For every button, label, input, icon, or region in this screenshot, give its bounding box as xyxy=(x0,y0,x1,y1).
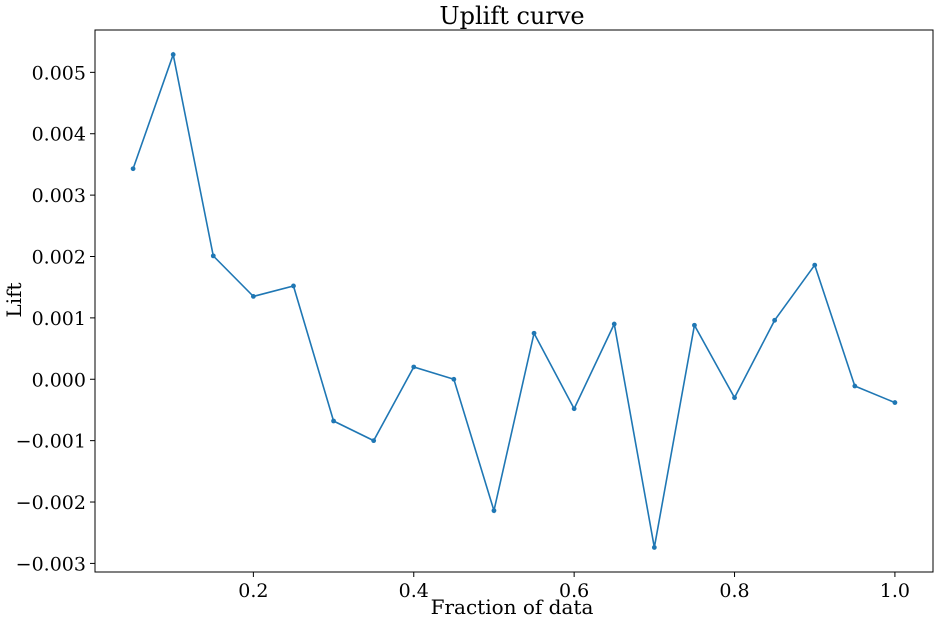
data-point xyxy=(291,283,296,289)
chart-title: Uplift curve xyxy=(439,2,584,30)
y-tick-label: 0.002 xyxy=(32,246,86,268)
x-tick-label: 0.8 xyxy=(719,580,749,602)
y-tick-label: 0.005 xyxy=(32,62,86,84)
data-point xyxy=(531,330,537,336)
y-tick-label: 0.003 xyxy=(32,185,86,207)
y-axis-label: Lift xyxy=(2,282,26,317)
data-point xyxy=(170,52,176,57)
x-axis-label: Fraction of data xyxy=(431,595,594,619)
x-tick-label: 1.0 xyxy=(880,580,910,602)
y-tick-label: 0.000 xyxy=(32,369,86,391)
data-point xyxy=(451,376,457,382)
plot-area-frame xyxy=(94,29,934,573)
data-point xyxy=(210,253,216,259)
data-point xyxy=(892,400,898,405)
y-tick-label: −0.002 xyxy=(16,492,86,514)
y-tick-label: 0.001 xyxy=(32,308,86,330)
data-point xyxy=(571,406,577,412)
x-tick-label: 0.2 xyxy=(238,580,268,602)
y-tick-label: −0.003 xyxy=(16,553,86,575)
data-point xyxy=(852,383,858,389)
y-tick-label: −0.001 xyxy=(16,431,86,453)
series-layer xyxy=(130,51,898,550)
data-point xyxy=(491,508,497,514)
data-point xyxy=(250,293,256,299)
x-tick-label: 0.6 xyxy=(559,580,589,602)
x-axis: 0.2 0.4 0.6 0.8 1.0 xyxy=(238,572,910,602)
data-point xyxy=(611,321,617,327)
data-point xyxy=(772,317,778,323)
y-axis: −0.003 −0.002 −0.001 0.000 0.001 0.002 0.003 0.… xyxy=(16,62,95,575)
data-point xyxy=(651,545,657,550)
data-point xyxy=(692,322,697,328)
data-point xyxy=(411,364,417,370)
data-point xyxy=(130,166,136,172)
data-point xyxy=(812,262,818,268)
series-line xyxy=(132,51,896,548)
y-tick-label: 0.004 xyxy=(32,124,86,146)
data-point xyxy=(371,438,377,444)
data-point xyxy=(331,418,336,424)
x-tick-label: 0.4 xyxy=(399,580,429,602)
data-point xyxy=(732,395,737,401)
